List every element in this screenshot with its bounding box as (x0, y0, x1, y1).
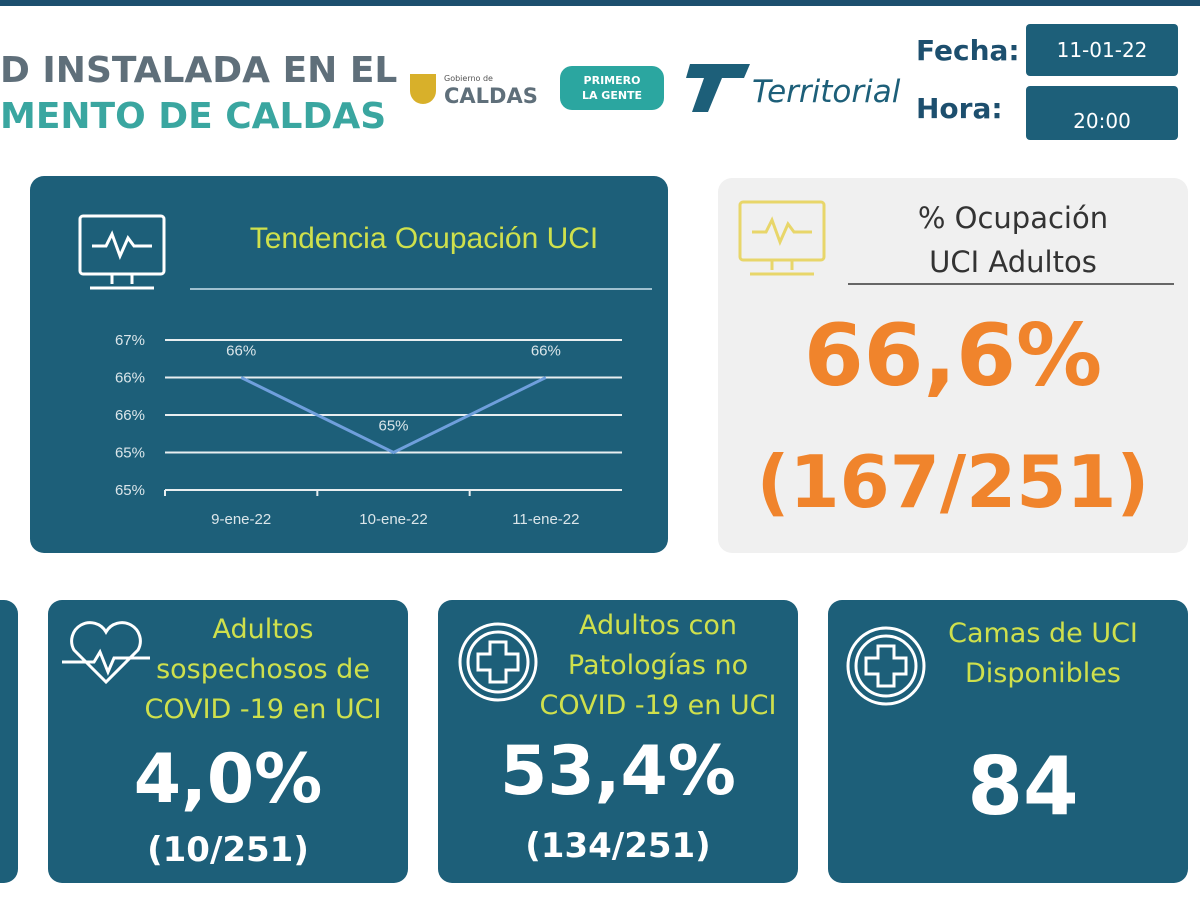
chart-title: Tendencia Ocupación UCI (250, 222, 599, 255)
y-tick-label: 66% (115, 407, 145, 424)
cross-icon (458, 622, 538, 702)
card-value: 4,0% (133, 740, 323, 819)
card: Camas de UCI Disponibles 84 (828, 600, 1188, 883)
line (240, 376, 547, 455)
monitor-icon (78, 214, 166, 290)
card-label-line: Disponibles (965, 658, 1121, 689)
x-tick-label: 11-ene-22 (512, 511, 579, 528)
header-title-2: MENTO DE CALDAS (0, 96, 387, 137)
top-bar (0, 0, 1200, 6)
logo-primero: PRIMERO LA GENTE (560, 66, 664, 110)
data-label: 66% (531, 343, 561, 360)
card-label-line: COVID -19 en UCI (144, 694, 382, 725)
monitor-icon (738, 200, 826, 276)
x-tick-label: 10-ene-22 (359, 511, 427, 528)
card-label-line: Patologías no (567, 650, 749, 681)
logo-text: Territorial (752, 74, 901, 110)
logo-text: LA GENTE (581, 89, 643, 102)
partial-card (0, 600, 18, 883)
trend-chart: Tendencia Ocupación UCI 65% 65% 66% 66% 67% 9… (78, 214, 652, 528)
cross-icon (846, 626, 926, 706)
card-label: Adultos con Patologías no COVID -19 en U… (528, 606, 788, 726)
card-label-line: Camas de UCI (948, 618, 1138, 649)
data-label: 65% (378, 418, 408, 435)
logo-shape (686, 64, 750, 112)
occupancy-fraction: (167/251) (756, 440, 1150, 524)
y-tick-label: 66% (115, 370, 145, 387)
occupancy-title-line: UCI Adultos (929, 245, 1097, 279)
card-label-line: Adultos (212, 614, 314, 645)
title-rule (848, 283, 1174, 285)
card-label-line: Adultos con (579, 610, 737, 641)
card-label: Camas de UCI Disponibles (918, 614, 1168, 694)
hora-label: Hora: (916, 92, 1003, 125)
heart-icon (62, 621, 150, 685)
logo-shield (410, 74, 436, 104)
occupancy-title-line: % Ocupación (917, 201, 1109, 235)
fecha-value: 11-01-22 (1026, 24, 1178, 76)
logo-text: CALDAS (444, 84, 538, 108)
card-label: Adultos sospechosos de COVID -19 en UCI (118, 610, 408, 730)
card-fraction: (10/251) (147, 830, 309, 870)
logo-t (686, 64, 750, 112)
occupancy-title: % Ocupación UCI Adultos (848, 196, 1178, 284)
header-title-1: D INSTALADA EN EL (0, 50, 398, 91)
data-label: 66% (226, 343, 256, 360)
card-label-line: COVID -19 en UCI (539, 690, 777, 721)
card: Adultos sospechosos de COVID -19 en UCI … (48, 600, 408, 883)
hora-value: 20:00 (1026, 86, 1178, 140)
y-tick-label: 65% (115, 482, 145, 499)
card-value: 84 (967, 740, 1079, 833)
y-tick-label: 67% (115, 332, 145, 349)
logo-text: Gobierno de (444, 74, 493, 83)
card-label-line: sospechosos de (156, 654, 370, 685)
logo-text: PRIMERO (583, 74, 641, 87)
card-fraction: (134/251) (525, 826, 711, 866)
card: Adultos con Patologías no COVID -19 en U… (438, 600, 798, 883)
fecha-label: Fecha: (916, 34, 1020, 67)
y-tick-label: 65% (115, 445, 145, 462)
occupancy-value: 66,6% (803, 306, 1103, 406)
occupancy-card: % Ocupación UCI Adultos 66,6% (167/251) (718, 178, 1188, 553)
x-tick-label: 9-ene-22 (211, 511, 271, 528)
card-value: 53,4% (500, 732, 736, 811)
